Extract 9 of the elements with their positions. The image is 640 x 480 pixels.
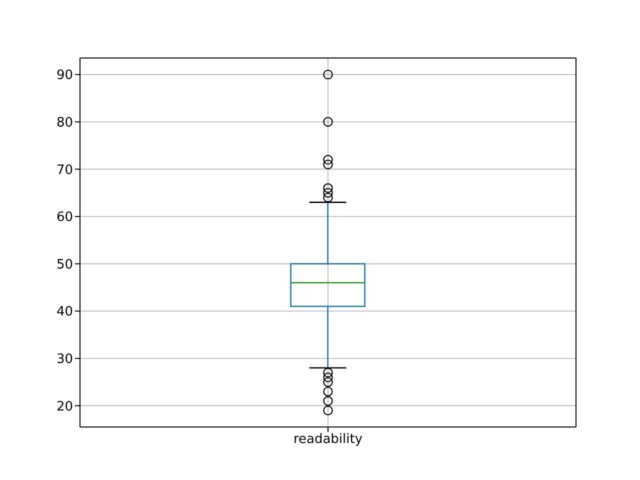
y-tick-label: 20 <box>56 399 73 414</box>
y-tick-label: 30 <box>56 352 73 368</box>
y-tick-label: 90 <box>56 68 73 84</box>
y-tick-label: 70 <box>56 162 73 178</box>
x-tick-label: readability <box>293 432 363 448</box>
y-tick-label: 50 <box>56 257 73 272</box>
y-tick-label: 40 <box>56 304 73 320</box>
y-tick-label: 60 <box>56 210 73 226</box>
y-tick-label: 80 <box>56 115 73 130</box>
